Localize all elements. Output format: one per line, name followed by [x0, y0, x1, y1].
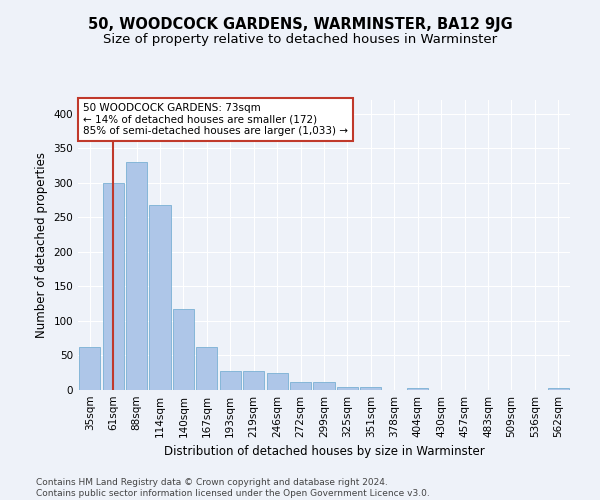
- Bar: [313, 382, 335, 390]
- X-axis label: Distribution of detached houses by size in Warminster: Distribution of detached houses by size …: [164, 446, 484, 458]
- Bar: [290, 382, 311, 390]
- Bar: [126, 162, 147, 390]
- Bar: [173, 308, 194, 390]
- Text: Size of property relative to detached houses in Warminster: Size of property relative to detached ho…: [103, 32, 497, 46]
- Bar: [220, 372, 241, 390]
- Bar: [361, 387, 382, 390]
- Text: Contains HM Land Registry data © Crown copyright and database right 2024.
Contai: Contains HM Land Registry data © Crown c…: [36, 478, 430, 498]
- Bar: [149, 205, 170, 390]
- Bar: [266, 372, 287, 390]
- Y-axis label: Number of detached properties: Number of detached properties: [35, 152, 48, 338]
- Text: 50, WOODCOCK GARDENS, WARMINSTER, BA12 9JG: 50, WOODCOCK GARDENS, WARMINSTER, BA12 9…: [88, 18, 512, 32]
- Bar: [548, 388, 569, 390]
- Bar: [407, 388, 428, 390]
- Bar: [79, 346, 100, 390]
- Bar: [337, 386, 358, 390]
- Text: 50 WOODCOCK GARDENS: 73sqm
← 14% of detached houses are smaller (172)
85% of sem: 50 WOODCOCK GARDENS: 73sqm ← 14% of deta…: [83, 103, 348, 136]
- Bar: [243, 372, 264, 390]
- Bar: [196, 346, 217, 390]
- Bar: [103, 183, 124, 390]
